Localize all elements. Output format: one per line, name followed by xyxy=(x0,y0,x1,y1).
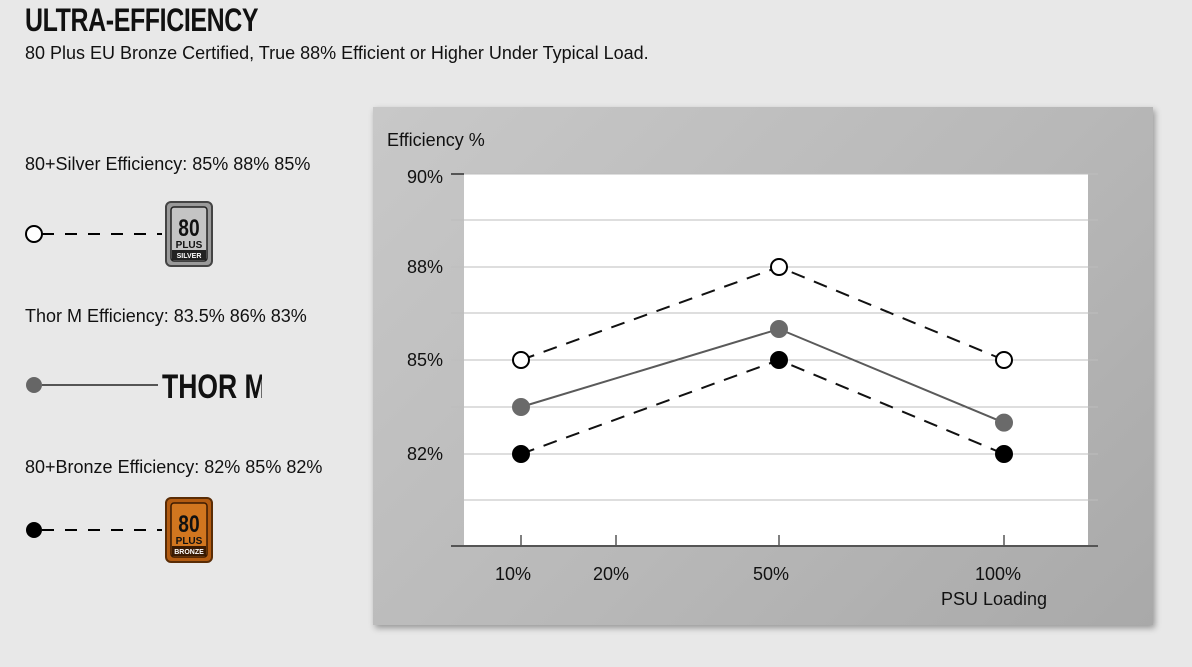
x-tick-label: 10% xyxy=(495,564,531,584)
data-point xyxy=(512,398,530,416)
badge-plus: PLUS xyxy=(176,536,203,547)
legend-silver-marker: 80 PLUS SILVER xyxy=(25,201,213,267)
data-point xyxy=(770,351,788,369)
legend-bronze-marker: 80 PLUS BRONZE xyxy=(26,497,213,563)
badge-tier: BRONZE xyxy=(174,549,204,556)
y-axis-label: Efficiency % xyxy=(387,130,485,150)
series-80-silver xyxy=(512,258,1013,369)
legend-bronze-label: 80+Bronze Efficiency: 82% 85% 82% xyxy=(25,457,323,477)
axes xyxy=(451,173,1098,547)
badge-number: 80 xyxy=(178,510,199,538)
page-subtitle: 80 Plus EU Bronze Certified, True 88% Ef… xyxy=(25,43,649,63)
data-point xyxy=(512,445,530,463)
x-tick-label: 100% xyxy=(975,564,1021,584)
y-tick-label: 82% xyxy=(407,444,443,464)
80-plus-bronze-badge-icon: 80 PLUS BRONZE xyxy=(165,497,213,563)
y-tick-label: 90% xyxy=(407,167,443,187)
data-point xyxy=(995,445,1013,463)
80-plus-silver-badge-icon: 80 PLUS SILVER xyxy=(165,201,213,267)
data-point xyxy=(770,320,788,338)
data-point xyxy=(995,413,1013,432)
legend-silver-label: 80+Silver Efficiency: 85% 88% 85% xyxy=(25,154,311,174)
badge-number: 80 xyxy=(178,214,199,242)
x-axis-label: PSU Loading xyxy=(941,589,1047,609)
data-point xyxy=(995,351,1013,369)
legend-thor-label: Thor M Efficiency: 83.5% 86% 83% xyxy=(25,306,307,326)
series-group xyxy=(512,258,1013,463)
x-tick-label: 20% xyxy=(593,564,629,584)
thor-m-logo: THOR M xyxy=(162,368,262,406)
chart-panel: 90% 88% 85% 82% 10% 20% 50% 100% Efficiency % … xyxy=(373,107,1153,625)
legend-thor-marker: THOR M xyxy=(26,368,262,406)
page-title: ULTRA-EFFICIENCY xyxy=(25,2,259,38)
filled-circle-marker xyxy=(26,522,42,538)
badge-plus: PLUS xyxy=(176,240,203,251)
badge-tier: SILVER xyxy=(177,253,202,260)
efficiency-chart: 90%88%85%82% 10% 20% 50% 100% Efficiency % … xyxy=(387,130,1098,609)
y-tick-label: 85% xyxy=(407,350,443,370)
x-tick-labels: 10% 20% 50% 100% xyxy=(495,535,1021,584)
gray-circle-marker xyxy=(26,377,42,393)
y-tick-labels: 90% 88% 85% 82% xyxy=(407,167,443,464)
y-tick-label: 88% xyxy=(407,257,443,277)
series-80-bronze xyxy=(512,351,1013,463)
data-point xyxy=(512,351,530,369)
x-tick-label: 50% xyxy=(753,564,789,584)
open-circle-marker xyxy=(25,225,43,243)
series-thor-m xyxy=(512,320,1013,432)
data-point xyxy=(770,258,788,276)
